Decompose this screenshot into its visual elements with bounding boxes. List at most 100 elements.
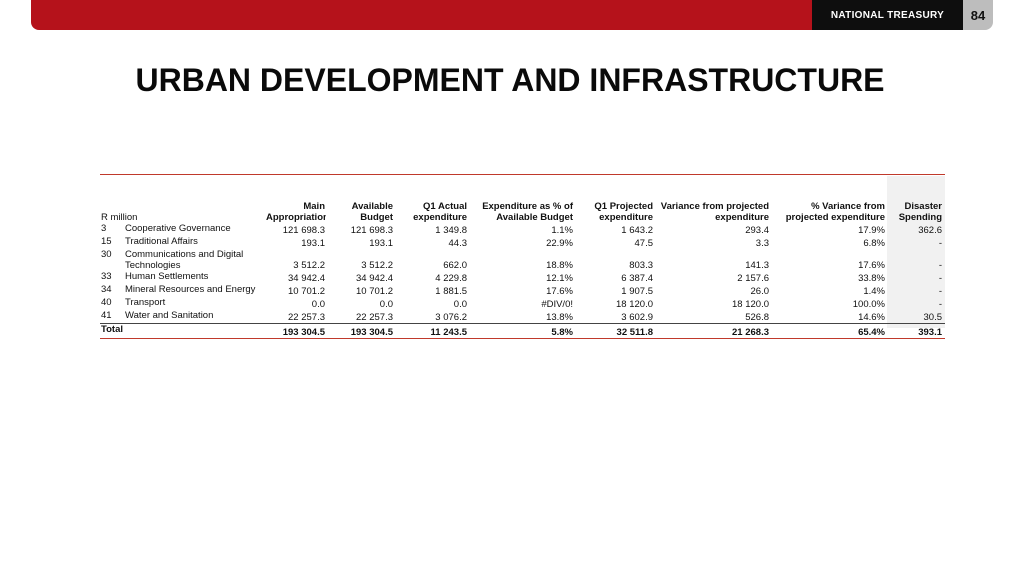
table-row: 33 Human Settlements 34 942.4 34 942.4 4 229…	[100, 271, 945, 284]
column-header: Expenditure as % of Available Budget	[482, 201, 573, 223]
table-cell: 22.9%	[546, 238, 573, 249]
table-cell: #DIV/0!	[541, 299, 573, 310]
table-cell: 121 698.3	[282, 225, 325, 236]
table-cell: 34 942.4	[356, 273, 393, 284]
budget-table: R million Main Appropriation Available B…	[100, 175, 945, 339]
table-cell: 18 120.0	[616, 299, 653, 310]
table-cell: 3 512.2	[361, 260, 393, 271]
table-cell: 18 120.0	[732, 299, 769, 310]
total-cell: 32 511.8	[574, 323, 654, 339]
department-name: Human Settlements	[125, 271, 209, 282]
table-cell: -	[938, 260, 942, 271]
vote-number: 40	[101, 297, 112, 308]
total-cell: 393.1	[886, 323, 945, 339]
total-cell: 193 304.5	[326, 323, 394, 339]
table-cell: 121 698.3	[350, 225, 393, 236]
table-cell: 4 229.8	[435, 273, 467, 284]
total-cell: 193 304.5	[265, 323, 326, 339]
table-cell: 47.5	[634, 238, 654, 249]
department-name: Transport	[125, 297, 166, 308]
table-cell: 662.0	[443, 260, 467, 271]
table-cell: 0.0	[453, 299, 467, 310]
table-cell: -	[938, 238, 942, 249]
column-header: Main Appropriation	[266, 201, 326, 223]
table-cell: 1.4%	[863, 286, 885, 297]
table-row: 34 Mineral Resources and Energy 10 701.2 10…	[100, 284, 945, 297]
table-cell: -	[938, 286, 942, 297]
table-cell: 6 387.4	[621, 273, 653, 284]
table-cell: 1 643.2	[621, 225, 653, 236]
table-cell: -	[938, 299, 942, 310]
column-header: Q1 Actual expenditure	[413, 201, 467, 223]
page-number: 84	[963, 0, 993, 30]
table-cell: 22 257.3	[356, 312, 393, 323]
table-cell: 6.8%	[863, 238, 885, 249]
column-header: Q1 Projected expenditure	[594, 201, 653, 223]
vote-number: 30	[101, 249, 112, 260]
table-row: 41 Water and Sanitation 22 257.3 22 257.3 3 …	[100, 310, 945, 324]
table-cell: 14.6%	[858, 312, 885, 323]
table-cell: 293.4	[745, 225, 769, 236]
header-red-bar	[31, 0, 812, 30]
table-cell: 3 602.9	[621, 312, 653, 323]
column-header: Available Budget	[351, 201, 393, 223]
total-cell: 65.4%	[770, 323, 886, 339]
table-cell: 17.6%	[546, 286, 573, 297]
vote-number: 34	[101, 284, 112, 295]
brand-label: NATIONAL TREASURY	[812, 0, 963, 30]
table-header-row: R million Main Appropriation Available B…	[100, 175, 945, 223]
total-row: Total 193 304.5 193 304.5 11 243.5 5.8% 32 51…	[100, 323, 945, 339]
table-cell: 1 881.5	[435, 286, 467, 297]
table-cell: 10 701.2	[356, 286, 393, 297]
table-cell: 18.8%	[546, 260, 573, 271]
unit-label: R million	[101, 212, 138, 223]
table-cell: 22 257.3	[288, 312, 325, 323]
budget-table-container: R million Main Appropriation Available B…	[100, 174, 945, 339]
table-cell: 26.0	[750, 286, 770, 297]
department-name: Communications and Digital Technologies	[125, 249, 244, 271]
table-cell: 141.3	[745, 260, 769, 271]
table-cell: 0.0	[379, 299, 393, 310]
table-cell: 1.1%	[551, 225, 573, 236]
disaster-column-shading	[887, 176, 945, 328]
total-label: Total	[100, 323, 265, 339]
total-cell: 5.8%	[468, 323, 574, 339]
table-row: 15 Traditional Affairs 193.1 193.1 44.3 22.9%…	[100, 236, 945, 249]
total-cell: 21 268.3	[654, 323, 770, 339]
table-cell: 17.9%	[858, 225, 885, 236]
table-row: 3 Cooperative Governance 121 698.3 121 698.…	[100, 223, 945, 236]
table-cell: -	[938, 273, 942, 284]
vote-number: 41	[101, 310, 112, 321]
column-header: Disaster Spending	[898, 201, 942, 223]
vote-number: 15	[101, 236, 112, 247]
table-cell: 1 349.8	[435, 225, 467, 236]
table-cell: 803.3	[629, 260, 653, 271]
table-cell: 362.6	[918, 225, 942, 236]
department-name: Traditional Affairs	[125, 236, 198, 247]
department-name: Water and Sanitation	[125, 310, 214, 321]
table-cell: 10 701.2	[288, 286, 325, 297]
column-header: Variance from projected expenditure	[660, 201, 769, 223]
table-cell: 44.3	[448, 238, 468, 249]
table-cell: 30.5	[923, 312, 943, 323]
vote-number: 3	[101, 223, 107, 234]
page-title: URBAN DEVELOPMENT AND INFRASTRUCTURE	[135, 62, 885, 98]
table-cell: 3 512.2	[293, 260, 325, 271]
table-cell: 3 076.2	[435, 312, 467, 323]
table-cell: 2 157.6	[737, 273, 769, 284]
table-cell: 193.1	[301, 238, 325, 249]
department-name: Cooperative Governance	[125, 223, 231, 234]
table-cell: 33.8%	[858, 273, 885, 284]
table-cell: 34 942.4	[288, 273, 325, 284]
table-cell: 13.8%	[546, 312, 573, 323]
table-cell: 12.1%	[546, 273, 573, 284]
table-cell: 1 907.5	[621, 286, 653, 297]
table-cell: 3.3	[755, 238, 769, 249]
table-row: 40 Transport 0.0 0.0 0.0 #DIV/0! 18 120.0 18 12…	[100, 297, 945, 310]
vote-number: 33	[101, 271, 112, 282]
table-cell: 100.0%	[852, 299, 885, 310]
table-row: 30 Communications and Digital Technologie…	[100, 249, 945, 271]
department-name: Mineral Resources and Energy	[125, 284, 256, 295]
table-cell: 0.0	[311, 299, 325, 310]
table-cell: 526.8	[745, 312, 769, 323]
